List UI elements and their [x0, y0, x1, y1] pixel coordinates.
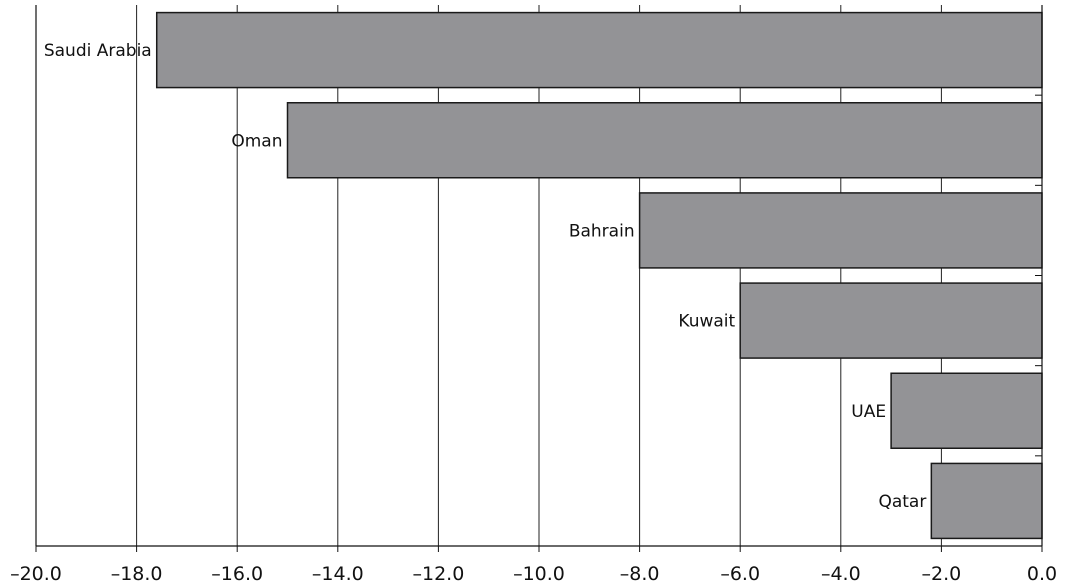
category-label: Qatar — [878, 492, 926, 512]
x-tick-label: –18.0 — [111, 563, 163, 585]
x-tick-label: –16.0 — [211, 563, 263, 585]
x-tick-label: –6.0 — [720, 563, 760, 585]
x-tick-label: –10.0 — [513, 563, 565, 585]
bar — [930, 462, 1043, 540]
category-label: Kuwait — [678, 312, 735, 332]
bar — [890, 372, 1043, 449]
bars — [155, 11, 1043, 540]
bar — [739, 282, 1043, 359]
category-label: Bahrain — [569, 221, 635, 241]
category-label: Oman — [231, 131, 282, 151]
x-tick-label: –14.0 — [312, 563, 364, 585]
category-label: UAE — [851, 402, 886, 422]
x-tick-label: –12.0 — [412, 563, 464, 585]
x-tick-label: –20.0 — [10, 563, 62, 585]
x-tick-label: –4.0 — [821, 563, 861, 585]
bar — [286, 102, 1043, 179]
axes — [35, 5, 1043, 552]
category-labels: Saudi Arabia Oman Bahrain Kuwait UAE Qatar — [44, 41, 927, 512]
x-tick-label: 0.0 — [1027, 563, 1057, 585]
x-tick-labels: –20.0 –18.0 –16.0 –14.0 –12.0 –10.0 –8.0 –6.0 –4… — [10, 563, 1057, 585]
category-label: Saudi Arabia — [44, 41, 152, 61]
x-tick-label: –8.0 — [620, 563, 660, 585]
bar — [155, 11, 1043, 89]
bar — [638, 192, 1043, 269]
x-tick-label: –2.0 — [922, 563, 962, 585]
